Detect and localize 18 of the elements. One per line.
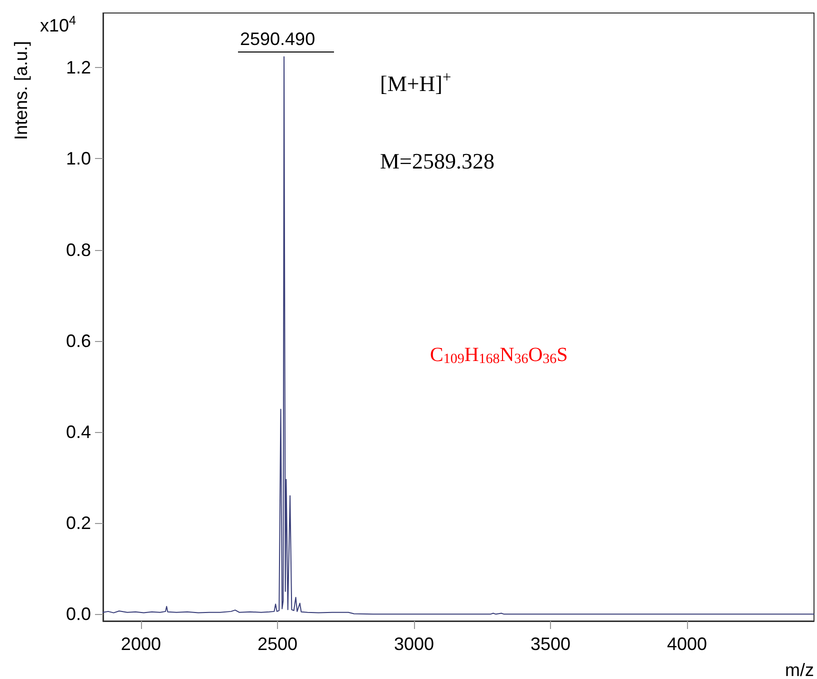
x-axis-title: m/z xyxy=(785,660,814,679)
x-tick-label: 3000 xyxy=(394,634,434,654)
y-tick-label: 0.4 xyxy=(66,422,91,442)
annotation: M=2589.328 xyxy=(380,148,494,174)
x-tick-label: 2500 xyxy=(257,634,298,654)
y-tick-label: 0.6 xyxy=(66,330,91,351)
x-tick-label: 2000 xyxy=(120,634,161,654)
y-tick-label: 1.2 xyxy=(66,58,91,78)
x-tick-label: 4000 xyxy=(667,634,708,654)
annotation: [M+H]+ xyxy=(380,69,452,96)
y-tick-label: 0.0 xyxy=(66,604,91,624)
x-tick-label: 3500 xyxy=(530,634,571,654)
annotation: 2590.490 xyxy=(240,29,316,49)
line-series xyxy=(102,56,814,615)
y-tick-label: 1.0 xyxy=(66,148,91,169)
y-axis-title: Intens. [a.u.] xyxy=(11,40,31,140)
y-tick-label: 0.2 xyxy=(66,513,91,534)
y-tick-label: 0.8 xyxy=(66,240,91,260)
